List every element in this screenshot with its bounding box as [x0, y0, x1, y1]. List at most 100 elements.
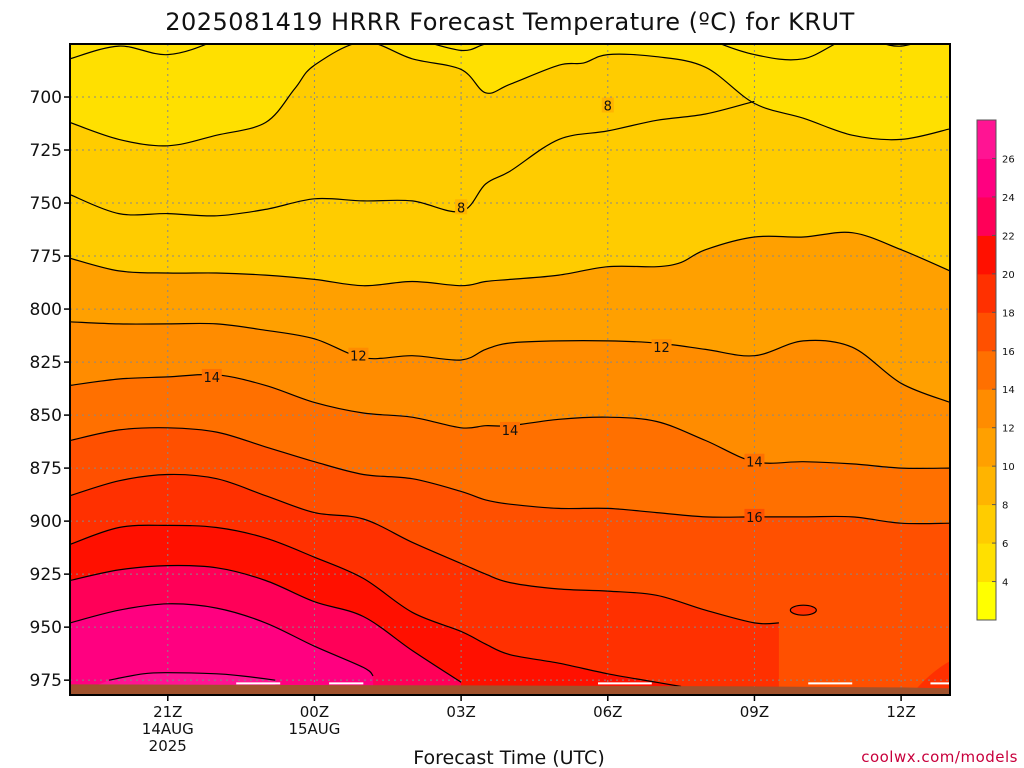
x-tick-label: 21Z: [153, 703, 182, 721]
x-tick-label: 2025: [149, 737, 187, 755]
x-tick-label: 14AUG: [142, 720, 194, 738]
contour-label-bg: [500, 421, 520, 437]
contour-label: 16: [744, 508, 765, 526]
contour-labels: 8 8 12 12 14 14 14 16: [201, 97, 765, 526]
contour-label-text: 16: [746, 511, 763, 526]
isotherm-line: [70, 427, 950, 525]
colorbar-swatch: [977, 504, 996, 544]
contour-label-bg: [201, 368, 222, 384]
colorbar-swatch: [977, 312, 996, 352]
plot-area: 8 8 12 12 14 14 14 16: [70, 44, 950, 695]
x-tick-label: 00Z: [300, 703, 329, 721]
colorbar-swatch: [977, 581, 996, 621]
colorbar: 4 6 8 10 12 14 16 18 20 22 24 26: [976, 119, 1015, 621]
isotherm-line: [70, 524, 682, 688]
contour-label-bg: [601, 97, 614, 113]
contour-label-text: 12: [350, 350, 367, 365]
colorbar-tick-label: 6: [1002, 539, 1008, 550]
isotherm-line: [70, 321, 950, 403]
y-tick-label: 700: [30, 88, 62, 108]
contour-label-text: 12: [653, 341, 670, 356]
y-tick-label: 825: [30, 353, 62, 373]
contour-label: 12: [348, 347, 369, 365]
colorbar-swatch: [977, 427, 996, 467]
contour-label-bg: [651, 339, 672, 355]
y-tick-label: 750: [30, 194, 62, 214]
contour-label: 12: [651, 339, 672, 356]
y-tick-label: 725: [30, 141, 62, 161]
colorbar-tick-label: 18: [1002, 308, 1015, 319]
colorbar-tick-label: 4: [1002, 578, 1008, 589]
y-axis: 700 725 750 775 800 825 850 875 900 925 950 975: [30, 88, 70, 691]
colorbar-swatch: [977, 158, 996, 198]
contour-label: 14: [500, 421, 520, 439]
contour-label-text: 8: [604, 99, 612, 114]
contour-label-text: 14: [746, 456, 763, 471]
chart-title: 2025081419 HRRR Forecast Temperature (ºC…: [165, 8, 855, 36]
colorbar-swatch: [977, 196, 996, 236]
y-tick-label: 975: [30, 671, 62, 691]
colorbar-swatch: [977, 273, 996, 313]
x-tick-label: 03Z: [446, 703, 475, 721]
isotherm-lines: [70, 44, 950, 688]
isotherm-line-isolated: [789, 604, 817, 616]
contour-label: 8: [601, 97, 614, 114]
colorbar-swatch: [977, 350, 996, 390]
contour-label: 14: [744, 453, 765, 471]
contour-label: 14: [201, 368, 222, 386]
colorbar-tick-label: 22: [1002, 231, 1015, 242]
terrain-fill: [70, 684, 950, 695]
x-tick-label: 15AUG: [288, 720, 340, 738]
colorbar-tick-label: 14: [1002, 385, 1015, 396]
contour-label-bg: [455, 199, 468, 215]
y-tick-label: 875: [30, 459, 62, 479]
contour-label-bg: [744, 508, 765, 524]
contour-label-text: 14: [502, 424, 519, 439]
band-fill-corner: [910, 661, 950, 695]
colorbar-tick-label: 26: [1002, 154, 1015, 165]
colorbar-tick-label: 8: [1002, 501, 1008, 512]
colorbar-swatch: [977, 120, 996, 159]
colorbar-swatch: [977, 389, 996, 429]
plot-frame: [69, 43, 951, 696]
colorbar-swatch: [977, 543, 996, 583]
isotherm-line: [70, 100, 755, 217]
y-tick-label: 950: [30, 618, 62, 638]
y-tick-label: 900: [30, 512, 62, 532]
gridlines: [70, 44, 950, 695]
colorbar-frame: [976, 119, 997, 621]
isotherm-line: [70, 603, 374, 677]
contour-label-text: 14: [204, 371, 221, 386]
isotherm-line: [70, 44, 950, 147]
y-tick-label: 775: [30, 247, 62, 267]
temperature-fills: [70, 44, 950, 695]
isotherm-line: [70, 231, 950, 287]
x-tick-label: 06Z: [593, 703, 622, 721]
y-tick-label: 925: [30, 565, 62, 585]
colorbar-tick-label: 10: [1002, 462, 1015, 473]
x-tick-label: 09Z: [740, 703, 769, 721]
colorbar-tick-label: 24: [1002, 193, 1015, 204]
colorbar-tick-label: 12: [1002, 424, 1015, 435]
contour-label-bg: [348, 347, 369, 363]
colorbar-tick-label: 16: [1002, 347, 1015, 358]
x-axis-label: Forecast Time (UTC): [413, 747, 604, 768]
isotherm-line: [70, 44, 915, 61]
colorbar-swatch: [977, 466, 996, 506]
colorbar-tick-label: 20: [1002, 270, 1015, 281]
contour-label-bg: [744, 453, 765, 469]
colorbar-swatch: [977, 235, 996, 275]
terrain-mask: [70, 682, 950, 695]
band-fill-24: [70, 603, 374, 695]
isotherm-line: [108, 672, 276, 681]
y-tick-label: 800: [30, 300, 62, 320]
credit-text: coolwx.com/models: [861, 748, 1018, 766]
isotherm-line: [70, 473, 779, 625]
x-tick-label: 12Z: [886, 703, 915, 721]
isotherm-line: [70, 564, 462, 683]
y-tick-label: 850: [30, 406, 62, 426]
isolated-contour-fill: [790, 605, 817, 616]
contour-label: 8: [455, 199, 468, 216]
contour-label-text: 8: [457, 201, 465, 216]
